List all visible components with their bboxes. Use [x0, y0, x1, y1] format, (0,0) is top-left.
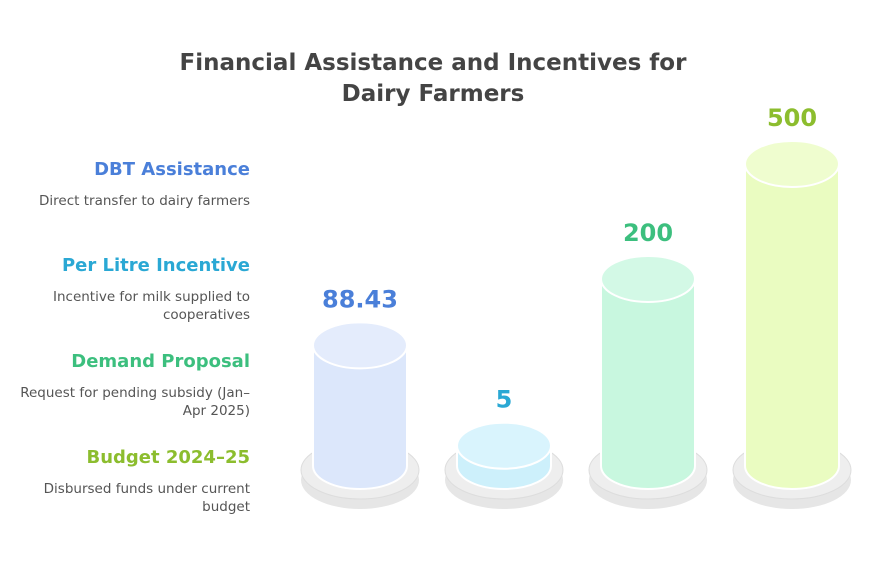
bar-value-label: 88.43 — [322, 285, 398, 313]
legend-description: Direct transfer to dairy farmers — [39, 193, 250, 209]
legend-description: Disbursed funds under current budget — [43, 481, 250, 515]
bar-3: 200 — [588, 219, 708, 509]
bar-value-label: 5 — [496, 386, 513, 414]
chart-title: Financial Assistance and Incentives for … — [179, 50, 687, 107]
legend-description: Incentive for milk supplied to cooperati… — [52, 289, 250, 323]
legend-title: Demand Proposal — [71, 351, 250, 372]
legend-item-dbt-assistance: DBT Assistance Direct transfer to dairy … — [10, 158, 250, 210]
bar-top — [744, 139, 840, 188]
legend-item-demand-proposal: Demand Proposal Request for pending subs… — [10, 350, 250, 420]
legend-description: Request for pending subsidy (Jan–Apr 202… — [20, 385, 250, 419]
bar-value-label: 200 — [623, 219, 673, 247]
bar-1: 88.43 — [300, 285, 420, 509]
bar-top — [600, 255, 696, 304]
legend-title: DBT Assistance — [94, 159, 250, 180]
legend-item-per-litre-incentive: Per Litre Incentive Incentive for milk s… — [10, 254, 250, 324]
bar-body — [744, 162, 840, 490]
legend-title: Budget 2024–25 — [86, 447, 250, 468]
bar-top — [312, 321, 408, 370]
legend-title: Per Litre Incentive — [61, 255, 250, 276]
bar-4: 500 — [732, 104, 852, 509]
legend-item-budget-2024-25: Budget 2024–25 Disbursed funds under cur… — [10, 446, 250, 516]
bar-body — [600, 278, 696, 490]
bar-body — [312, 344, 408, 490]
bar-top — [456, 421, 552, 470]
bar-2: 5 — [444, 386, 564, 509]
bar-value-label: 500 — [767, 104, 817, 132]
